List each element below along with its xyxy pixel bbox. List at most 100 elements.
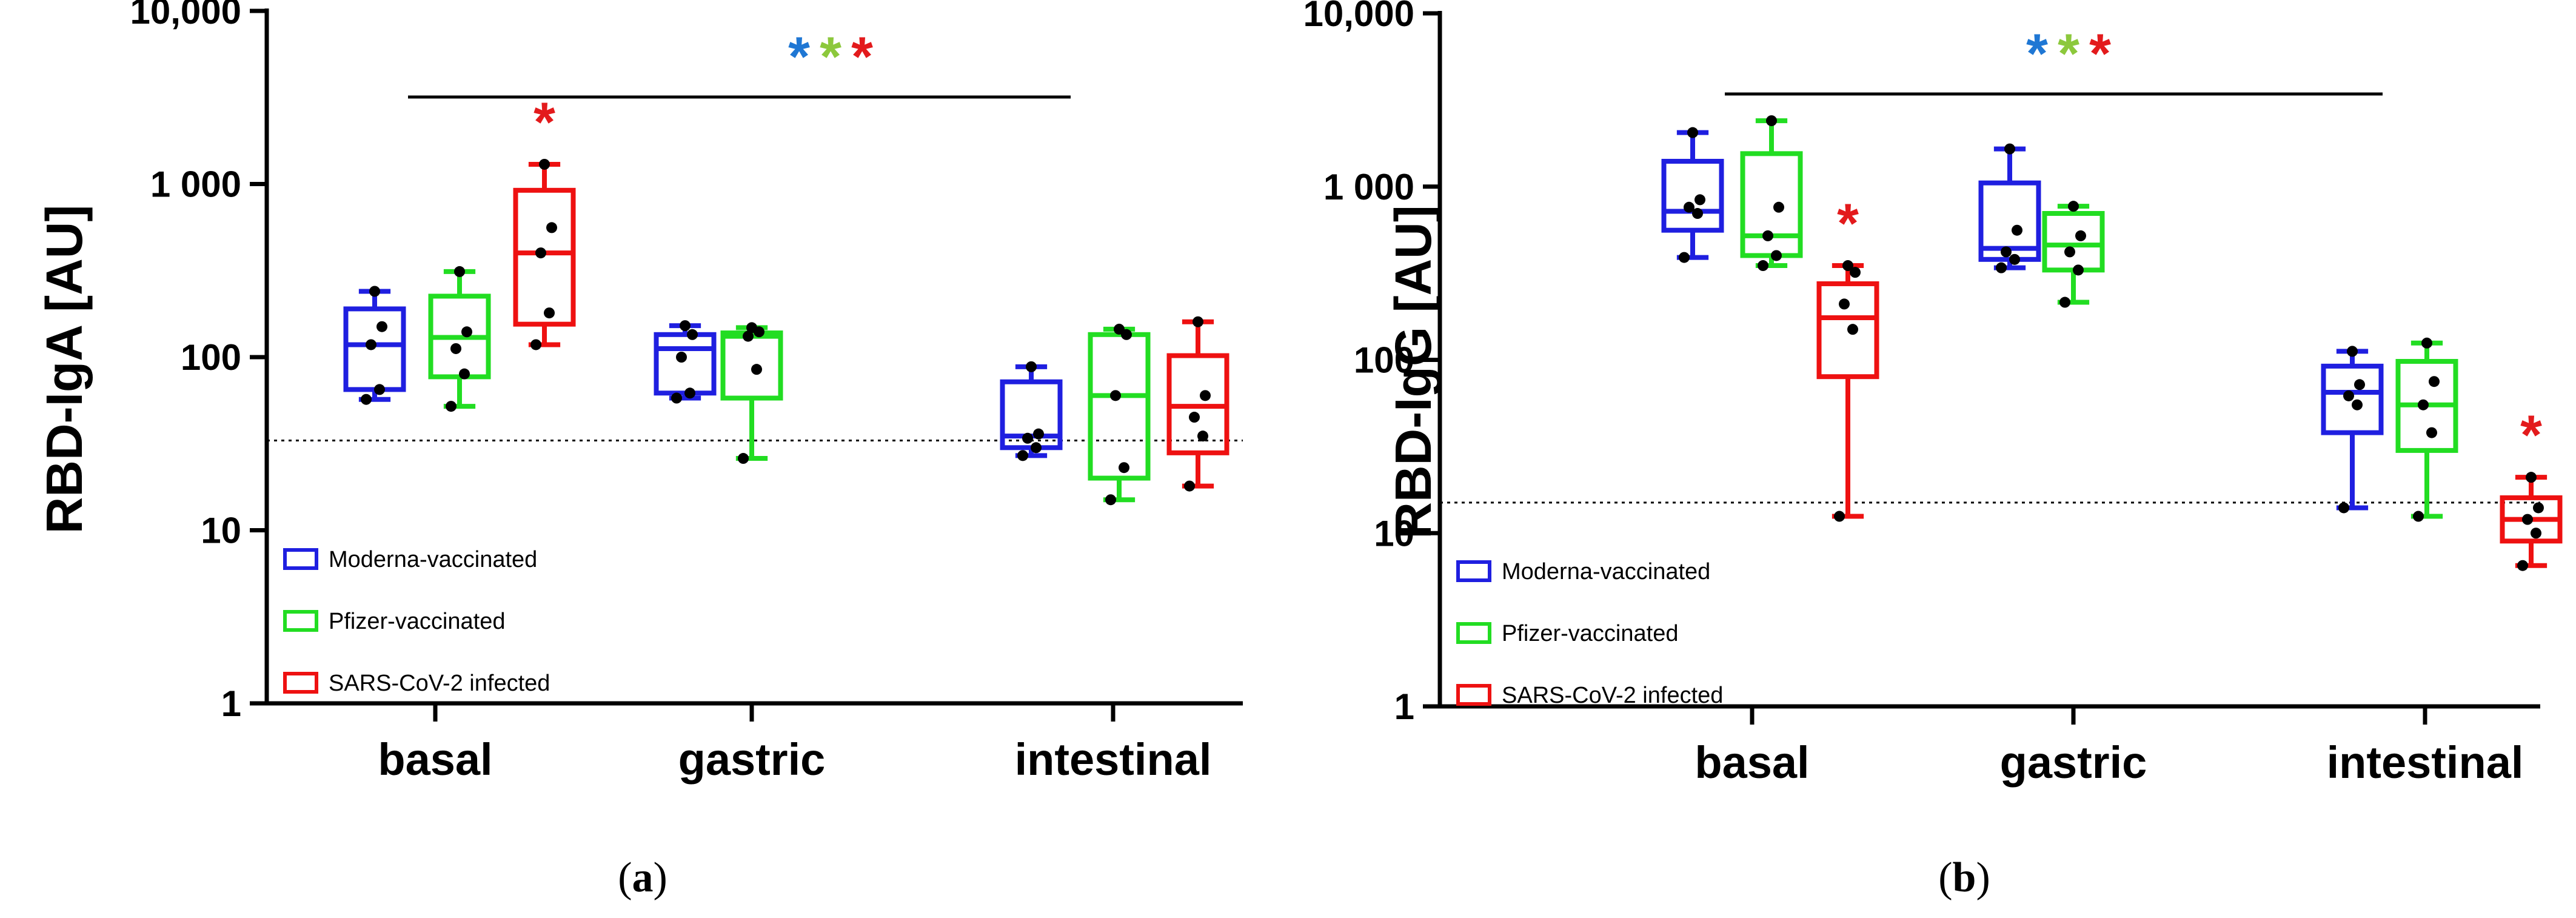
data-point — [446, 401, 457, 412]
y-tick-label: 1 000 — [1323, 167, 1414, 207]
box-significance-star: * — [534, 92, 555, 153]
data-point — [1197, 431, 1208, 442]
data-point — [1847, 324, 1858, 335]
data-point — [450, 343, 461, 354]
data-point — [2354, 379, 2365, 390]
data-point — [546, 222, 557, 233]
data-point — [1026, 361, 1037, 372]
data-point — [680, 320, 691, 332]
x-tick-label-gastric: gastric — [2000, 737, 2147, 788]
y-tick-label: 10,000 — [130, 0, 241, 32]
data-point — [1193, 316, 1203, 327]
data-point — [366, 339, 376, 350]
data-point — [2073, 264, 2084, 276]
box-moderna-vaccinated-basal — [343, 286, 406, 405]
data-point — [2012, 224, 2022, 236]
box-pfizer-vaccinated-intestinal — [2395, 337, 2458, 522]
significance-star: * — [788, 26, 810, 88]
x-tick-label-basal: basal — [1694, 737, 1809, 788]
data-point — [539, 158, 550, 170]
panel-caption: (a) — [618, 854, 667, 901]
data-point — [1105, 494, 1116, 506]
x-tick-label-gastric: gastric — [678, 734, 826, 785]
data-point — [2009, 253, 2020, 265]
data-point — [1687, 127, 1698, 138]
box-pfizer-vaccinated-gastric — [2042, 201, 2105, 308]
data-point — [1110, 390, 1121, 401]
data-point — [2001, 246, 2012, 258]
iqr-box — [1661, 158, 1724, 233]
legend-label: Moderna-vaccinated — [1502, 559, 1710, 585]
significance-star: * — [2058, 23, 2079, 85]
significance-star: * — [820, 26, 841, 88]
data-point — [738, 453, 749, 464]
data-point — [1773, 201, 1784, 213]
legend-swatch — [1456, 622, 1491, 644]
data-point — [1766, 115, 1777, 127]
data-point — [459, 368, 470, 380]
y-tick-label: 10 — [201, 511, 241, 551]
data-point — [751, 364, 762, 375]
data-point — [1692, 208, 1703, 219]
iqr-box — [1740, 151, 1803, 258]
data-point — [684, 387, 695, 399]
legend-label: Moderna-vaccinated — [329, 547, 537, 572]
data-point — [530, 339, 541, 350]
data-point — [1184, 480, 1195, 492]
data-point — [1758, 260, 1768, 272]
iqr-box — [513, 187, 576, 327]
significance-star: * — [2026, 23, 2048, 85]
data-point — [374, 384, 385, 395]
data-point — [2522, 514, 2533, 525]
iqr-box — [1088, 332, 1151, 481]
significance-star: * — [2089, 23, 2111, 85]
data-point — [1839, 298, 1850, 310]
y-tick-label: 10,000 — [1303, 0, 1414, 34]
legend-swatch — [1456, 684, 1491, 706]
box-significance-star: * — [2520, 404, 2542, 466]
x-tick-label-intestinal: intestinal — [1015, 734, 1212, 785]
data-point — [1119, 462, 1129, 474]
data-point — [2526, 472, 2537, 483]
data-point — [376, 321, 387, 332]
data-point — [1842, 260, 1853, 272]
legend-label: Pfizer-vaccinated — [1502, 621, 1678, 646]
data-point — [535, 247, 546, 259]
box-significance-star: * — [1837, 193, 1859, 255]
data-point — [2004, 143, 2015, 155]
data-point — [1684, 201, 1694, 213]
data-point — [2421, 337, 2432, 349]
box-sars-cov-2-infected-basal: * — [1816, 193, 1879, 522]
data-point — [2338, 502, 2349, 514]
data-point — [1031, 442, 1042, 454]
box-moderna-vaccinated-intestinal — [1000, 361, 1063, 461]
data-point — [2068, 201, 2079, 212]
data-point — [687, 329, 698, 340]
legend-swatch — [283, 672, 318, 694]
data-point — [2426, 427, 2437, 438]
data-point — [2075, 230, 2086, 241]
box-sars-cov-2-infected-intestinal — [1166, 316, 1229, 492]
data-point — [746, 322, 757, 333]
box-moderna-vaccinated-intestinal — [2321, 346, 2384, 514]
iqr-box — [343, 306, 406, 392]
significance-star: * — [851, 26, 873, 88]
data-point — [2343, 390, 2354, 401]
iqr-box — [1816, 281, 1879, 380]
data-point — [2531, 528, 2541, 539]
data-point — [2352, 399, 2363, 410]
data-point — [1694, 194, 1705, 206]
data-point — [1834, 511, 1845, 522]
y-tick-label: 1 — [221, 683, 241, 724]
data-point — [676, 352, 687, 363]
data-point — [1017, 450, 1028, 461]
data-point — [2517, 560, 2528, 571]
data-point — [2418, 399, 2429, 410]
data-point — [1189, 412, 1200, 423]
data-point — [1679, 252, 1690, 263]
data-point — [461, 326, 472, 338]
data-point — [1762, 230, 1773, 241]
y-tick-label: 10 — [1374, 513, 1414, 554]
iqr-box — [2321, 363, 2384, 435]
